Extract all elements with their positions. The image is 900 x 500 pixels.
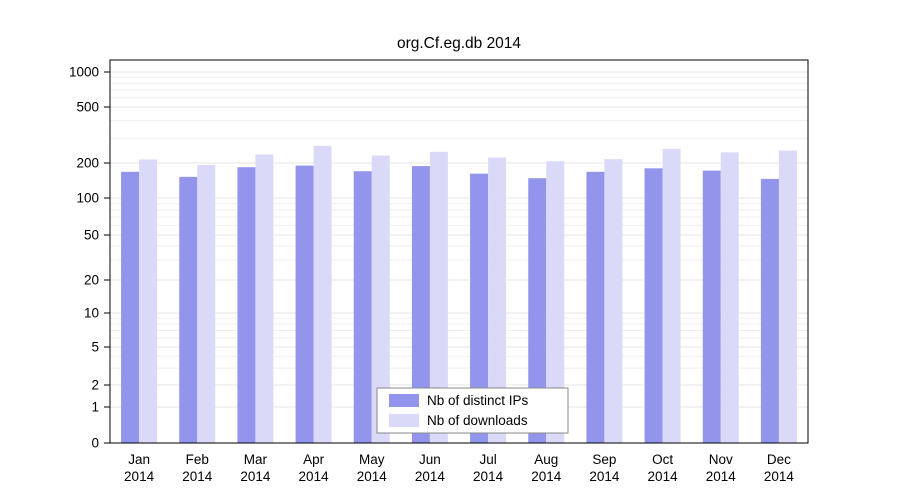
plot-area <box>110 60 808 443</box>
bar-distinct-ips <box>295 165 314 443</box>
legend: Nb of distinct IPs Nb of downloads <box>376 387 569 434</box>
x-tick-label-month: Nov <box>709 452 733 467</box>
bar-downloads <box>488 157 507 443</box>
y-tick-label: 10 <box>84 306 99 321</box>
bar-distinct-ips <box>470 173 489 444</box>
bar-distinct-ips <box>121 171 140 443</box>
plot-border <box>109 59 809 444</box>
x-tick-label-month: Feb <box>186 452 209 467</box>
x-tick-label-year: 2014 <box>531 469 562 484</box>
legend-swatch <box>389 414 419 427</box>
chart-title: org.Cf.eg.db 2014 <box>397 35 521 52</box>
y-tick-label: 1 <box>91 400 99 415</box>
bar-downloads <box>429 151 448 443</box>
y-tick-label: 100 <box>76 191 99 206</box>
x-tick-label-month: Dec <box>767 452 791 467</box>
bar-distinct-ips <box>411 166 430 443</box>
bar-distinct-ips <box>179 176 198 444</box>
x-tick-label-month: Jun <box>419 452 441 467</box>
bar-downloads <box>139 159 158 443</box>
bar-downloads <box>546 161 565 443</box>
bar-distinct-ips <box>702 170 721 443</box>
y-tick-label: 5 <box>91 340 99 355</box>
x-tick-label-year: 2014 <box>124 469 155 484</box>
y-tick-label: 200 <box>76 156 99 171</box>
bar-distinct-ips <box>528 178 547 443</box>
bar-downloads <box>604 159 623 443</box>
bars-group <box>121 145 797 444</box>
bar-distinct-ips <box>586 171 605 443</box>
bar-downloads <box>255 154 274 443</box>
x-tick-label-year: 2014 <box>415 469 446 484</box>
x-tick-label-year: 2014 <box>357 469 388 484</box>
x-tick-label-year: 2014 <box>706 469 737 484</box>
y-tick-label: 20 <box>84 273 99 288</box>
x-tick-label-year: 2014 <box>648 469 679 484</box>
bar-downloads <box>662 148 681 444</box>
x-tick-label-month: Aug <box>534 452 558 467</box>
x-tick-label-month: May <box>359 452 385 467</box>
bar-downloads <box>371 155 390 443</box>
x-tick-label-year: 2014 <box>589 469 620 484</box>
x-tick-label-year: 2014 <box>240 469 271 484</box>
x-tick-label-month: Jan <box>128 452 150 467</box>
y-axis: 0 1 2 5 10 20 50 100 200 500 1000 <box>69 65 110 451</box>
y-tick-label: 500 <box>76 100 99 115</box>
x-tick-label-month: Oct <box>652 452 673 467</box>
legend-label: Nb of downloads <box>427 413 528 428</box>
bar-downloads <box>720 152 739 444</box>
bar-distinct-ips <box>237 167 256 443</box>
legend-swatch <box>389 394 419 407</box>
x-axis: Jan 2014 Feb 2014 Mar 2014 Apr 2014 May 2014 Jun 20… <box>124 452 794 484</box>
gridlines <box>110 71 808 408</box>
y-tick-label: 0 <box>91 436 99 451</box>
x-tick-label-month: Sep <box>592 452 616 467</box>
x-tick-label-month: Jul <box>479 452 496 467</box>
x-tick-label-month: Apr <box>303 452 325 467</box>
x-tick-label-year: 2014 <box>473 469 504 484</box>
x-tick-label-year: 2014 <box>299 469 330 484</box>
bar-downloads <box>778 150 797 443</box>
bar-distinct-ips <box>644 168 663 443</box>
x-tick-label-year: 2014 <box>182 469 213 484</box>
y-tick-label: 2 <box>91 378 99 393</box>
x-tick-label-month: Mar <box>244 452 268 467</box>
legend-label: Nb of distinct IPs <box>427 393 529 408</box>
bar-distinct-ips <box>353 171 372 443</box>
bar-downloads <box>313 145 332 443</box>
x-tick-label-year: 2014 <box>764 469 795 484</box>
bar-distinct-ips <box>760 178 779 443</box>
bar-downloads <box>197 165 216 443</box>
y-tick-label: 1000 <box>69 65 99 80</box>
y-tick-label: 50 <box>84 228 99 243</box>
